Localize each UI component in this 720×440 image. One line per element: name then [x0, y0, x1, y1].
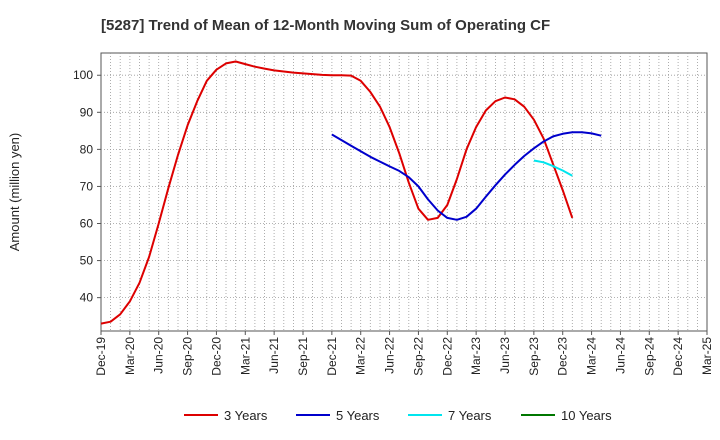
x-tick-label: Jun-23 — [498, 337, 512, 374]
y-tick-label: 100 — [73, 68, 93, 82]
legend-label: 5 Years — [336, 408, 380, 423]
x-tick-label: Mar-25 — [700, 337, 714, 375]
chart-title: [5287] Trend of Mean of 12-Month Moving … — [101, 17, 550, 34]
x-tick-label: Mar-24 — [585, 337, 599, 375]
y-tick-label: 50 — [80, 254, 94, 268]
x-tick-label: Mar-22 — [354, 337, 368, 375]
x-tick-label: Jun-20 — [152, 337, 166, 374]
x-tick-label: Dec-20 — [209, 337, 223, 376]
series-lines — [100, 60, 602, 325]
x-tick-label: Sep-20 — [181, 337, 195, 376]
x-tick-label: Jun-21 — [267, 337, 281, 374]
x-tick-label: Dec-22 — [440, 337, 454, 376]
legend-label: 10 Years — [561, 408, 612, 423]
legend: 3 Years 5 Years 7 Years 10 Years — [184, 408, 612, 423]
x-tick-label: Dec-21 — [325, 337, 339, 376]
y-axis-ticks: 40 50 60 70 80 90 100 — [73, 68, 101, 305]
y-tick-label: 80 — [80, 142, 94, 156]
x-tick-label: Jun-24 — [613, 337, 627, 374]
y-tick-label: 70 — [80, 179, 94, 193]
x-tick-label: Dec-23 — [556, 337, 570, 376]
legend-label: 3 Years — [224, 408, 268, 423]
series-line-3-years — [100, 60, 574, 325]
x-tick-label: Sep-22 — [411, 337, 425, 376]
y-axis-label: Amount (million yen) — [7, 133, 22, 252]
x-tick-label: Mar-21 — [238, 337, 252, 375]
y-tick-label: 40 — [80, 291, 94, 305]
legend-label: 7 Years — [448, 408, 492, 423]
gridlines — [101, 53, 707, 331]
plot-area — [100, 52, 708, 332]
x-tick-label: Sep-24 — [642, 337, 656, 376]
x-tick-label: Jun-22 — [383, 337, 397, 374]
x-tick-label: Mar-23 — [469, 337, 483, 375]
x-tick-label: Sep-21 — [296, 337, 310, 376]
x-tick-label: Dec-24 — [671, 337, 685, 376]
series-line-5-years — [331, 131, 602, 221]
x-tick-label: Mar-20 — [123, 337, 137, 375]
x-axis-ticks: Dec-19 Mar-20 Jun-20 Sep-20 Dec-20 Mar-21 Jun-… — [94, 331, 714, 376]
y-tick-label: 90 — [80, 105, 94, 119]
x-tick-label: Dec-19 — [94, 337, 108, 376]
series-line-7-years — [533, 159, 573, 177]
x-tick-label: Sep-23 — [527, 337, 541, 376]
y-tick-label: 60 — [80, 217, 94, 231]
